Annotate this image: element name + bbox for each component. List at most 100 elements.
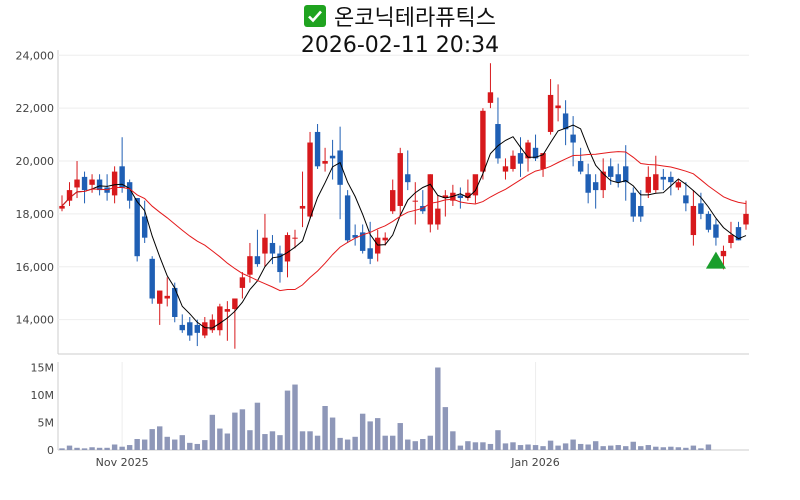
- candle-body: [374, 237, 381, 254]
- candle-body: [623, 166, 629, 183]
- candle-body: [653, 174, 659, 191]
- volume-bar: [412, 441, 418, 450]
- candle-body: [705, 213, 712, 230]
- x-tick-label: Jan 2026: [510, 456, 559, 469]
- candle-body: [442, 195, 449, 199]
- candle-body: [390, 190, 396, 212]
- volume-bar: [472, 442, 479, 450]
- volume-bar: [194, 443, 201, 450]
- volume-bar: [96, 447, 103, 450]
- volume-bar: [615, 445, 621, 450]
- candle-body: [570, 134, 576, 143]
- candle-body: [555, 105, 561, 109]
- volume-bar: [179, 435, 185, 450]
- volume-bar: [607, 445, 614, 450]
- volume-bar: [547, 440, 554, 450]
- volume-bar: [277, 435, 283, 450]
- volume-bar: [157, 426, 163, 450]
- volume-bar: [247, 430, 253, 450]
- candle-body: [247, 256, 253, 275]
- volume-bar: [705, 444, 712, 450]
- candle-body: [292, 237, 298, 239]
- candle-body: [224, 309, 231, 312]
- candle-body: [435, 208, 441, 225]
- volume-bar: [66, 445, 73, 450]
- candle-body: [239, 277, 246, 288]
- green-check-icon: [304, 5, 327, 27]
- stock-name: 온코닉테라퓨틱스: [334, 6, 496, 31]
- candle-body: [179, 324, 185, 331]
- volume-bar: [254, 402, 261, 450]
- candle-body: [397, 153, 403, 206]
- volume-bar: [397, 423, 403, 450]
- volume-bar: [630, 441, 636, 450]
- candle-body: [359, 232, 366, 251]
- candle-body: [81, 176, 88, 191]
- candle-body: [600, 171, 606, 191]
- volume-bar: [698, 448, 704, 450]
- candle-body: [735, 227, 742, 241]
- volume-bar: [217, 428, 223, 450]
- volume-bar: [487, 443, 494, 450]
- candle-body: [66, 190, 73, 201]
- volume-bar: [592, 441, 599, 450]
- volume-bar: [322, 406, 328, 450]
- volume-bar: [81, 448, 88, 450]
- volume-bar: [480, 442, 486, 450]
- candle-body: [269, 242, 276, 254]
- candle-body: [157, 290, 163, 304]
- volume-bar: [382, 435, 388, 450]
- volume-bar: [645, 445, 651, 450]
- candle-body: [675, 182, 682, 188]
- volume-bar: [329, 417, 336, 450]
- candle-body: [502, 166, 509, 172]
- candle-body: [89, 179, 95, 185]
- candle-body: [209, 319, 216, 331]
- candle-body: [427, 174, 434, 225]
- volume-bar: [292, 384, 298, 450]
- candle-body: [525, 142, 531, 159]
- volume-bar: [562, 443, 569, 450]
- candle-body: [194, 324, 201, 333]
- volume-bar: [262, 434, 268, 450]
- candle-body: [232, 298, 238, 310]
- candle-body: [630, 192, 636, 217]
- candle-body: [517, 153, 524, 164]
- volume-bar: [570, 439, 576, 450]
- candle-body: [540, 153, 546, 169]
- volume-bar: [435, 367, 441, 450]
- volume-bar: [555, 445, 561, 450]
- candle-body: [547, 94, 554, 132]
- volume-bar: [126, 445, 133, 450]
- candle-body: [59, 205, 65, 209]
- volume-bar: [284, 390, 291, 450]
- volume-bar: [668, 446, 674, 450]
- candle-body: [615, 174, 621, 183]
- candle-body: [277, 253, 283, 273]
- candle-body: [645, 176, 651, 193]
- volume-bar: [104, 447, 110, 450]
- candle-body: [299, 205, 306, 209]
- candle-body: [172, 287, 178, 317]
- candle-body: [683, 195, 689, 204]
- volume-bar: [89, 447, 95, 450]
- volume-bar: [600, 446, 606, 450]
- candle-body: [344, 195, 351, 241]
- volume-bar: [202, 440, 208, 450]
- volume-bar: [495, 430, 501, 450]
- candle-body: [585, 174, 591, 193]
- volume-bar: [442, 407, 449, 450]
- signal-marker: [705, 251, 726, 269]
- volume-bar: [134, 439, 140, 450]
- volume-bar: [224, 433, 231, 450]
- candle-body: [262, 237, 268, 254]
- candle-body: [743, 213, 749, 225]
- price-tick-label: 18,000: [16, 208, 55, 221]
- candle-body: [202, 322, 208, 336]
- candle-body: [713, 224, 719, 238]
- volume-bar: [299, 431, 306, 450]
- candle-body: [314, 131, 321, 167]
- volume-bar: [457, 445, 464, 450]
- volume-bar: [465, 441, 471, 450]
